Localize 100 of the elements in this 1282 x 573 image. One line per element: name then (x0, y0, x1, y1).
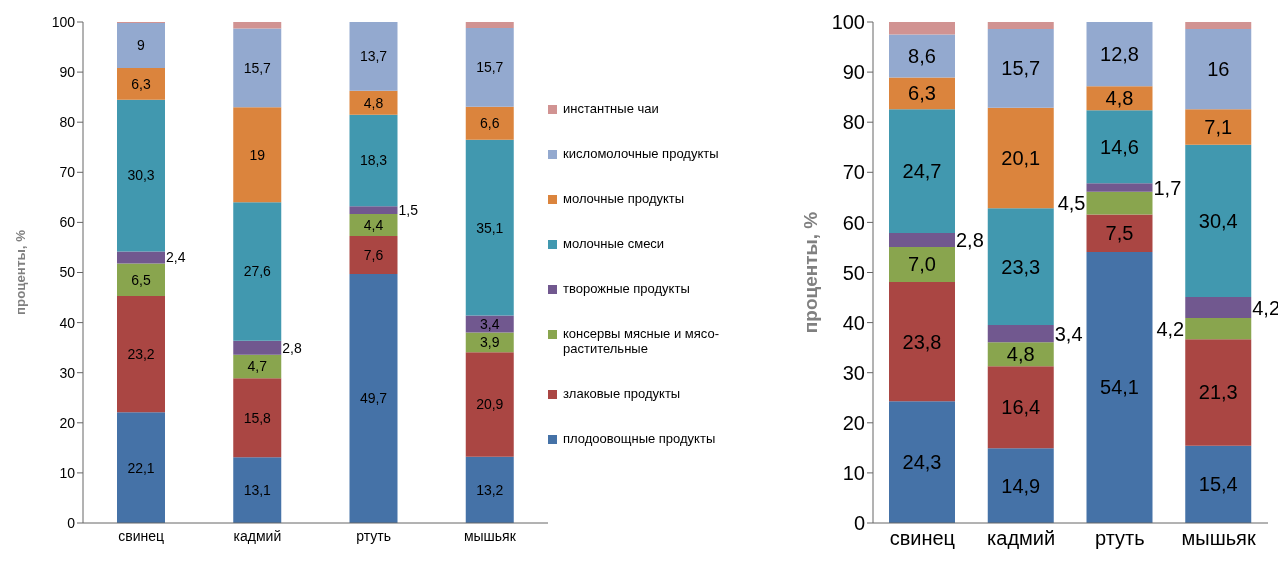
data-label: 7,0 (908, 253, 936, 276)
bar (465, 139, 514, 316)
data-label: 9 (137, 37, 146, 54)
bar (1185, 297, 1252, 319)
data-label: 15,4 (1198, 473, 1238, 496)
bar (233, 22, 282, 29)
y-tick-label: 90 (59, 64, 76, 81)
bar (987, 107, 1054, 209)
data-label: 15,7 (476, 59, 504, 76)
data-label: 18,3 (359, 152, 388, 169)
bar (349, 213, 398, 236)
data-label: 13,7 (359, 48, 388, 65)
data-label: 20,9 (476, 396, 504, 413)
data-label: 6,3 (131, 75, 151, 92)
legend-label: консервы мясные и мясо-растительные (563, 325, 720, 356)
data-label: 15,7 (1001, 57, 1041, 80)
bar (889, 34, 955, 78)
x-tick-label: свинец (889, 527, 956, 550)
y-tick-label: 30 (842, 361, 865, 384)
bar (349, 235, 398, 274)
bar (233, 107, 282, 203)
y-tick-label: 0 (67, 514, 76, 531)
bar (1185, 144, 1252, 298)
bar (117, 296, 165, 413)
data-label: 30,4 (1198, 209, 1238, 232)
data-label: 6,5 (131, 271, 151, 288)
bar (465, 28, 514, 107)
y-axis-title: проценты, % (12, 229, 28, 315)
y-tick-label: 40 (842, 311, 865, 334)
data-label: 23,3 (1001, 255, 1041, 278)
data-label: 24,7 (902, 160, 942, 183)
y-tick-label: 50 (842, 261, 865, 284)
y-tick-label: 90 (842, 61, 865, 84)
bar (117, 68, 165, 100)
bar (889, 232, 955, 247)
bar (1086, 183, 1153, 192)
bar (889, 22, 955, 35)
bar (1185, 339, 1252, 446)
bar (1086, 251, 1153, 523)
data-label: 1,7 (1153, 176, 1182, 199)
bar (233, 457, 282, 523)
bar (233, 340, 282, 355)
y-tick-label: 40 (59, 314, 76, 331)
data-label: 23,2 (127, 346, 155, 363)
y-tick-label: 80 (59, 114, 76, 131)
data-label: 20,1 (1001, 147, 1041, 170)
y-tick-label: 60 (842, 211, 865, 234)
bar (117, 263, 165, 297)
data-label: 15,8 (243, 409, 272, 426)
bar (1185, 29, 1252, 110)
y-tick-label: 50 (59, 264, 76, 281)
y-tick-label: 10 (842, 462, 865, 484)
data-label: 16 (1207, 58, 1230, 81)
y-tick-label: 70 (59, 164, 76, 181)
x-tick-label: ртуть (356, 527, 392, 544)
bar (1185, 318, 1252, 340)
bar (233, 378, 282, 458)
bar (117, 251, 165, 264)
y-tick-label: 70 (842, 161, 865, 184)
data-label: 54,1 (1100, 376, 1139, 399)
data-label: 4,8 (363, 94, 384, 111)
bar (1086, 22, 1153, 87)
data-label: 3,9 (480, 334, 500, 351)
data-label: 14,9 (1001, 474, 1041, 497)
legend-label: молочные продукты (563, 190, 685, 206)
bar (889, 109, 955, 233)
data-label: 4,8 (1006, 343, 1035, 366)
y-tick-label: 0 (853, 512, 865, 535)
bar (117, 99, 165, 252)
bar (889, 282, 955, 402)
data-label: 6,6 (480, 115, 500, 132)
bar (1086, 214, 1153, 252)
y-tick-label: 100 (831, 11, 865, 34)
data-label: 35,1 (476, 219, 504, 236)
legend-label: злаковые продукты (563, 385, 681, 401)
data-label: 21,3 (1198, 381, 1238, 404)
legend-label: молочные смеси (563, 235, 665, 251)
data-label: 13,2 (476, 481, 504, 498)
bar (233, 28, 282, 108)
y-tick-label: 30 (59, 364, 76, 381)
legend-label: инстантные чаи (563, 100, 659, 116)
y-tick-label: 100 (51, 13, 76, 30)
y-tick-label: 20 (842, 411, 865, 434)
data-label: 4,7 (247, 358, 268, 375)
bar (349, 90, 398, 115)
bar (349, 22, 398, 91)
x-tick-label: свинец (118, 527, 165, 544)
legend-label: кисломолочные продукты (563, 145, 719, 161)
bar (349, 274, 398, 523)
bar (233, 202, 282, 341)
y-tick-label: 60 (59, 214, 76, 231)
data-label: 22,1 (127, 459, 155, 476)
legend-label: творожные продукты (563, 280, 690, 296)
bar (465, 22, 514, 29)
y-tick-label: 80 (842, 111, 865, 134)
data-label: 23,8 (902, 330, 942, 353)
bar (889, 246, 955, 283)
data-label: 2,8 (282, 339, 302, 356)
data-label: 27,6 (243, 263, 272, 280)
bar (117, 23, 165, 69)
